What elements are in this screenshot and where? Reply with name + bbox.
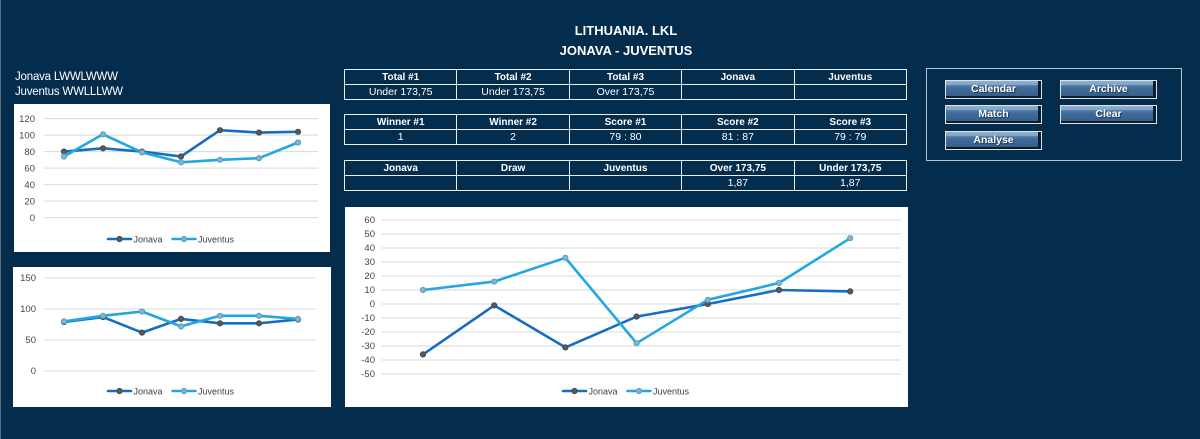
- svg-text:120: 120: [19, 114, 35, 125]
- svg-text:20: 20: [24, 196, 35, 207]
- svg-text:40: 40: [24, 180, 35, 191]
- svg-text:Juventus: Juventus: [198, 234, 235, 244]
- svg-text:-20: -20: [361, 327, 375, 338]
- svg-text:60: 60: [24, 163, 35, 174]
- svg-text:Jonava: Jonava: [134, 234, 163, 244]
- svg-text:Juventus: Juventus: [198, 386, 235, 396]
- svg-text:60: 60: [364, 215, 375, 226]
- svg-text:-40: -40: [361, 355, 375, 366]
- svg-text:-50: -50: [361, 369, 375, 380]
- svg-text:-30: -30: [361, 341, 375, 352]
- svg-text:100: 100: [19, 130, 35, 141]
- svg-text:10: 10: [364, 285, 375, 296]
- svg-text:0: 0: [30, 213, 35, 224]
- svg-text:0: 0: [31, 366, 36, 377]
- svg-text:Juventus: Juventus: [653, 386, 690, 396]
- svg-text:20: 20: [364, 271, 375, 282]
- svg-text:40: 40: [364, 243, 375, 254]
- svg-text:50: 50: [25, 335, 36, 346]
- svg-text:0: 0: [370, 299, 375, 310]
- svg-text:80: 80: [24, 147, 35, 158]
- svg-text:30: 30: [364, 257, 375, 268]
- svg-text:-10: -10: [361, 313, 375, 324]
- svg-text:Jonava: Jonava: [134, 386, 163, 396]
- svg-text:50: 50: [364, 229, 375, 240]
- svg-text:100: 100: [20, 304, 36, 315]
- svg-text:Jonava: Jonava: [589, 386, 618, 396]
- svg-text:150: 150: [20, 273, 36, 284]
